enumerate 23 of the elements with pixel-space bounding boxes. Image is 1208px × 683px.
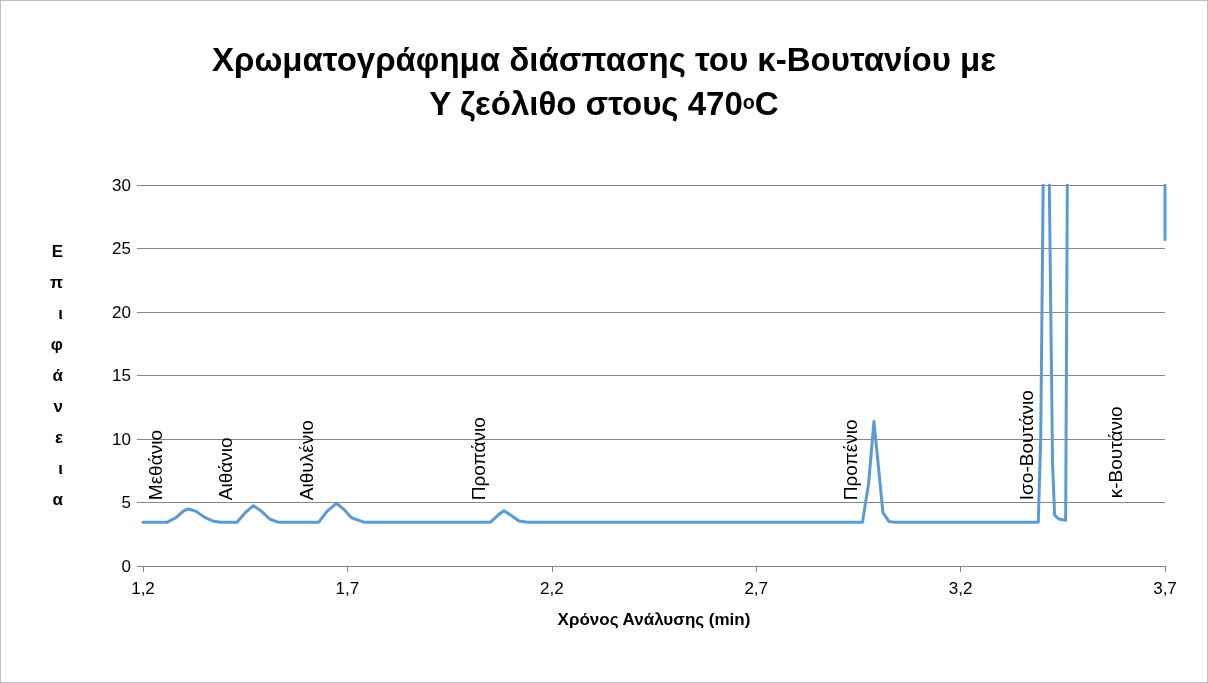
y-tick-label: 20 bbox=[112, 302, 131, 322]
annotation: Μεθάνιο bbox=[145, 430, 167, 501]
x-tick-label: 1,7 bbox=[335, 579, 360, 598]
y-tick-label: 15 bbox=[112, 366, 131, 385]
annotation: Ισο-Βουτάνιο bbox=[1015, 390, 1037, 501]
x-tick-label: 1,2 bbox=[131, 579, 155, 598]
y-tick-label: 10 bbox=[112, 429, 131, 449]
y-tick-label: 25 bbox=[112, 239, 131, 258]
x-tick-label: 3,7 bbox=[1153, 579, 1177, 598]
y-tick-label: 30 bbox=[112, 175, 131, 195]
x-axis-title: Χρόνος Ανάλυσης (min) bbox=[557, 610, 751, 629]
x-tick-label: 3,2 bbox=[948, 579, 973, 598]
y-tick-label: 5 bbox=[121, 493, 131, 512]
annotation: Αιθυλένιο bbox=[296, 420, 318, 501]
annotation: Αιθάνιο bbox=[214, 437, 236, 501]
y-tick-label: 0 bbox=[121, 556, 131, 576]
x-tick-label: 2,2 bbox=[539, 579, 564, 598]
text: Επιφάνεια bbox=[49, 242, 63, 509]
annotation: κ-Βουτάνιο bbox=[1104, 406, 1126, 499]
x-tick-label: 2,7 bbox=[744, 579, 769, 598]
annotation: Προπένιο bbox=[839, 419, 861, 501]
chart-title: Χρωματογράφημα διάσπασης του κ-Βουτανίου με Y ζεόλιθο στους 470$^{o}$C bbox=[211, 40, 997, 124]
annotation: Προπάνιο bbox=[467, 417, 489, 501]
